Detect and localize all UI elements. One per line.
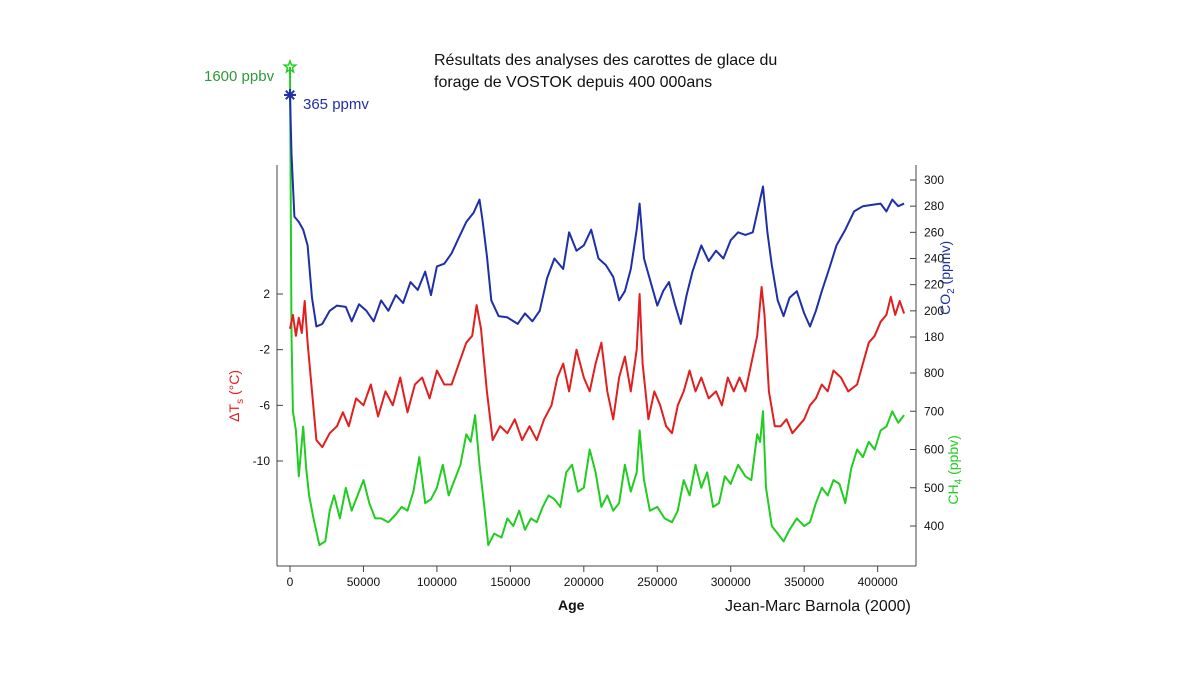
- ch4-tick-label: 800: [924, 366, 944, 380]
- x-tick-label: 200000: [564, 575, 604, 589]
- temperature-tick-label: -10: [253, 454, 271, 468]
- temperature-tick-label: 2: [263, 287, 270, 301]
- axes-layer: 0 50000 100000 150000 200000 250000 300000 3500…: [253, 165, 944, 589]
- temperature-series-line: [289, 286, 906, 449]
- co2-tick-label: 300: [924, 173, 944, 187]
- co2-series-line: [289, 94, 905, 328]
- ch4-peak-annotation: 1600 ppbv: [204, 68, 275, 85]
- x-tick-label: 50000: [347, 575, 381, 589]
- ch4-tick-label: 700: [924, 404, 944, 418]
- co2-tick-label: 240: [924, 252, 944, 266]
- temperature-tick-label: -6: [259, 398, 270, 412]
- co2-tick-label: 200: [924, 304, 944, 318]
- marker-layer: [282, 58, 298, 101]
- x-tick-label: 0: [287, 575, 294, 589]
- co2-peak-asterisk-icon: [284, 88, 296, 101]
- x-tick-label: 150000: [490, 575, 530, 589]
- x-axis-label: Age: [558, 597, 585, 613]
- series-layer: [289, 66, 906, 547]
- chart-title-line-2: forage de VOSTOK depuis 400 000ans: [434, 74, 713, 91]
- chart-title: Résultats des analyses des carottes de g…: [434, 50, 777, 94]
- x-tick-label: 400000: [858, 575, 898, 589]
- co2-tick-label: 280: [924, 199, 944, 213]
- ch4-tick-label: 400: [924, 519, 944, 533]
- ch4-series-line: [289, 66, 905, 547]
- asterisk-stroke: [285, 90, 295, 100]
- x-tick-label: 250000: [637, 575, 677, 589]
- credit-text: Jean-Marc Barnola (2000): [725, 598, 911, 615]
- co2-tick-label: 180: [924, 330, 944, 344]
- co2-peak-annotation: 365 ppmv: [303, 96, 369, 113]
- co2-tick-label: 220: [924, 278, 944, 292]
- x-tick-label: 300000: [711, 575, 751, 589]
- ch4-tick-label: 600: [924, 443, 944, 457]
- chart-title-line-1: Résultats des analyses des carottes de g…: [434, 52, 778, 69]
- x-tick-label: 350000: [784, 575, 824, 589]
- co2-tick-label: 260: [924, 225, 944, 239]
- ch4-tick-label: 500: [924, 481, 944, 495]
- temperature-tick-label: -2: [259, 343, 270, 357]
- ch4-peak-star-icon: [282, 58, 298, 74]
- x-tick-label: 100000: [417, 575, 457, 589]
